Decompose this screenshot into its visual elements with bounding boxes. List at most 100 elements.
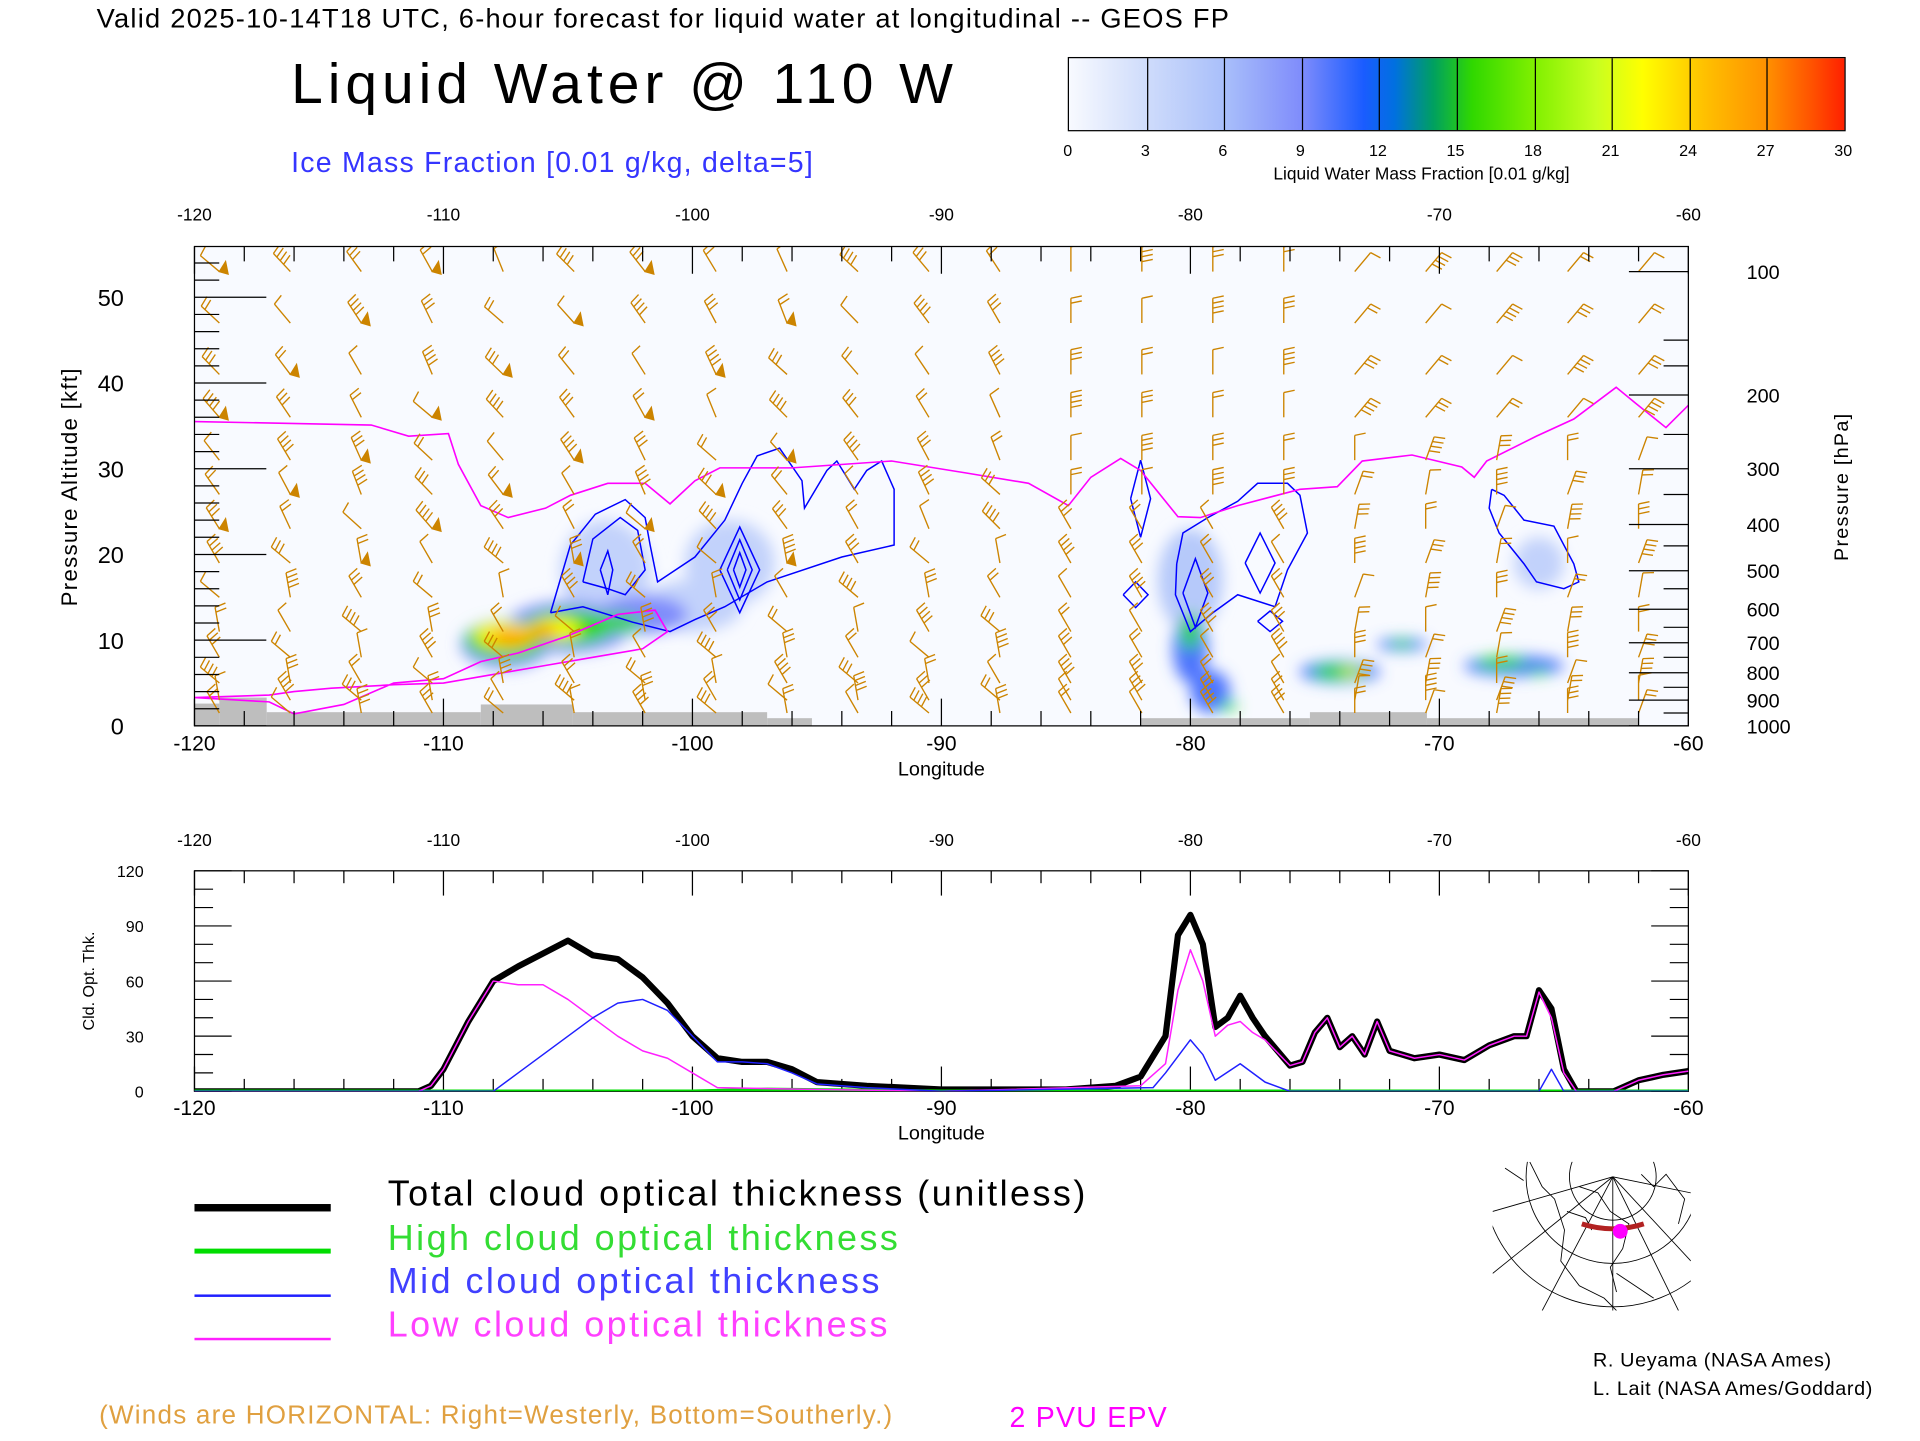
x-tick-label-bottom: -120 — [173, 1097, 215, 1120]
pressure-tick-label: 900 — [1747, 691, 1780, 713]
pressure-tick-label: 200 — [1747, 385, 1780, 407]
x-tick-label-top: -60 — [1676, 830, 1701, 850]
figure-title: Valid 2025-10-14T18 UTC, 6-hour forecast… — [97, 2, 1231, 34]
legend-swatch-low — [194, 1338, 330, 1340]
terrain-block — [573, 712, 767, 726]
x-tick-label-top: -110 — [427, 204, 460, 224]
liquid-water-blob — [1529, 668, 1549, 675]
x-tick-label-top: -90 — [929, 204, 954, 224]
x-tick-label-top: -60 — [1676, 204, 1701, 224]
colorbar-divider — [1457, 58, 1458, 130]
colorbar-divider — [1147, 58, 1148, 130]
x-tick-label-top: -120 — [177, 204, 212, 224]
pressure-tick-label: 300 — [1747, 459, 1780, 481]
y2-axis-label: Pressure [hPa] — [1831, 413, 1853, 561]
map-coastlines — [1505, 1162, 1685, 1311]
colorbar-divider — [1612, 58, 1613, 130]
optical-thickness-plot: -120-120-110-110-100-100-90-90-80-80-70-… — [0, 818, 1920, 1152]
legend-swatch-total — [194, 1204, 330, 1211]
liquid-water-blob — [528, 625, 558, 639]
x-tick-label-bottom: -110 — [423, 733, 464, 756]
x-tick-label-bottom: -110 — [423, 1097, 464, 1120]
colorbar-tick-label: 18 — [1524, 141, 1542, 160]
terrain-block — [1427, 718, 1639, 726]
x-tick-label-bottom: -90 — [926, 733, 956, 756]
x-tick-label-bottom: -80 — [1175, 733, 1205, 756]
y-tick-label: 50 — [98, 285, 124, 311]
colorbar-divider — [1224, 58, 1225, 130]
credit-line-1: R. Ueyama (NASA Ames) — [1593, 1350, 1832, 1372]
y-tick-label: 0 — [111, 714, 124, 740]
terrain-block — [767, 718, 812, 726]
colorbar-divider — [1379, 58, 1380, 130]
pressure-tick-label: 400 — [1747, 515, 1780, 537]
cross-section-plot: -120-120-110-110-100-100-90-90-80-80-70-… — [0, 186, 1920, 793]
x-tick-label-top: -70 — [1427, 830, 1452, 850]
ice-contour-label: Ice Mass Fraction [0.01 g/kg, delta=5] — [291, 146, 814, 179]
pressure-tick-label: 1000 — [1747, 716, 1791, 738]
map-graticule — [1493, 1162, 1691, 1311]
colorbar-divider — [1534, 58, 1535, 130]
legend-label-mid: Mid cloud optical thickness — [388, 1262, 882, 1303]
liquid-water-blob — [488, 629, 533, 646]
colorbar-tick-label: 0 — [1063, 141, 1072, 160]
pressure-tick-label: 500 — [1747, 561, 1780, 583]
location-marker — [1613, 1224, 1628, 1239]
pressure-tick-label: 100 — [1747, 262, 1780, 284]
y-tick-label: 120 — [117, 863, 144, 881]
locator-map — [1493, 1162, 1691, 1311]
liquid-water-blob — [1514, 537, 1564, 588]
colorbar-label: Liquid Water Mass Fraction [0.01 g/kg] — [1273, 164, 1569, 184]
colorbar-divider — [1302, 58, 1303, 130]
legend-label-total: Total cloud optical thickness (unitless) — [388, 1174, 1088, 1215]
x-tick-label-top: -80 — [1178, 830, 1203, 850]
pvu-label: 2 PVU EPV — [1010, 1401, 1168, 1434]
terrain-block — [1310, 712, 1427, 726]
y-tick-label: 30 — [98, 456, 124, 482]
x-tick-label-bottom: -90 — [926, 1097, 956, 1120]
legend-swatch-mid — [194, 1294, 330, 1296]
colorbar-tick-label: 27 — [1757, 141, 1775, 160]
y-tick-label: 90 — [126, 918, 144, 936]
terrain-block — [481, 704, 573, 725]
x-tick-label-bottom: -100 — [671, 1097, 713, 1120]
x-tick-label-top: -100 — [675, 204, 710, 224]
colorbar-tick-label: 6 — [1218, 141, 1227, 160]
credit-line-2: L. Lait (NASA Ames/Goddard) — [1593, 1379, 1873, 1401]
colorbar-divider — [1767, 58, 1768, 130]
x-tick-label-bottom: -70 — [1424, 1097, 1454, 1120]
y-tick-label: 0 — [135, 1083, 144, 1101]
terrain-block — [267, 712, 481, 726]
y-axis-label: Cld. Opt. Thk. — [80, 932, 98, 1031]
colorbar-tick-label: 30 — [1834, 141, 1852, 160]
pressure-tick-label: 700 — [1747, 633, 1780, 655]
colorbar — [1068, 57, 1846, 131]
x-tick-label-bottom: -70 — [1424, 733, 1454, 756]
x-axis-label: Longitude — [898, 758, 985, 780]
pressure-tick-label: 800 — [1747, 663, 1780, 685]
legend-label-high: High cloud optical thickness — [388, 1219, 901, 1260]
colorbar-tick-label: 12 — [1369, 141, 1387, 160]
terrain-block — [1141, 718, 1310, 726]
x-tick-label-bottom: -60 — [1673, 733, 1703, 756]
colorbar-tick-label: 15 — [1447, 141, 1465, 160]
x-tick-label-top: -70 — [1427, 204, 1452, 224]
legend-swatch-high — [194, 1249, 330, 1254]
x-tick-label-top: -100 — [675, 830, 710, 850]
plot-background — [194, 247, 1688, 726]
colorbar-divider — [1689, 58, 1690, 130]
colorbar-tick-label: 21 — [1602, 141, 1620, 160]
x-tick-label-top: -90 — [929, 830, 954, 850]
colorbar-tick-label: 24 — [1679, 141, 1697, 160]
y-tick-label: 20 — [98, 542, 124, 568]
colorbar-tick-label: 3 — [1141, 141, 1150, 160]
y-tick-label: 60 — [126, 973, 144, 991]
x-tick-label-bottom: -120 — [173, 733, 215, 756]
x-tick-label-bottom: -100 — [671, 733, 713, 756]
x-tick-label-bottom: -60 — [1673, 1097, 1703, 1120]
y-tick-label: 10 — [98, 628, 124, 654]
x-tick-label-top: -110 — [427, 830, 460, 850]
pressure-tick-label: 600 — [1747, 600, 1780, 622]
liquid-water-blob — [1218, 702, 1238, 711]
